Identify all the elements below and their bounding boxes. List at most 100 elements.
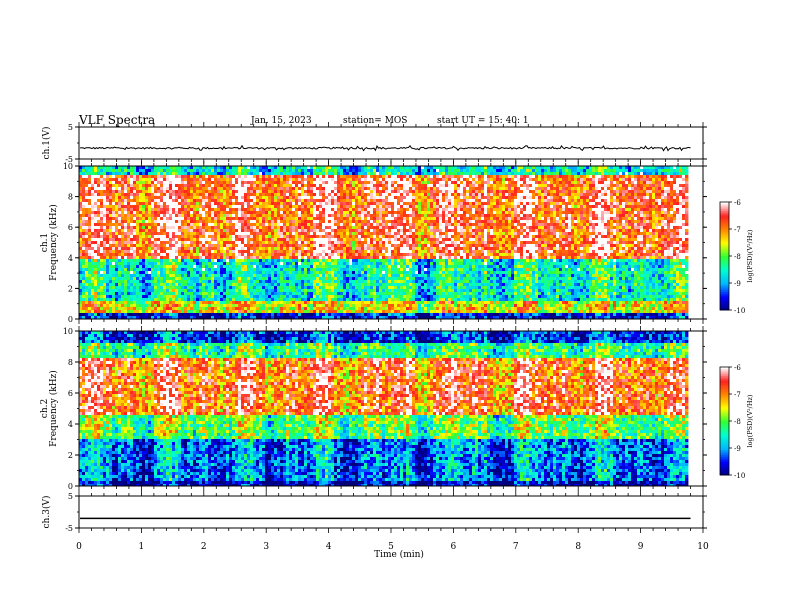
spectrogram-cell [169, 181, 172, 184]
spectrogram-cell [148, 214, 151, 217]
spectrogram-cell [88, 229, 91, 232]
spectrogram-cell [139, 226, 142, 229]
spectrogram-cell [94, 172, 97, 175]
spectrogram-cell [97, 274, 100, 277]
spectrogram-cell [82, 205, 85, 208]
spectrogram-cell [196, 259, 199, 262]
spectrogram-cell [139, 304, 142, 307]
spectrogram-cell [85, 313, 88, 316]
spectrogram-cell [190, 226, 193, 229]
spectrogram-cell [82, 193, 85, 196]
spectrogram-cell [160, 268, 163, 271]
spectrogram-cell [100, 217, 103, 220]
spectrogram-cell [127, 175, 130, 178]
spectrogram-cell [103, 199, 106, 202]
spectrogram-cell [190, 196, 193, 199]
spectrogram-cell [130, 235, 133, 238]
spectrogram-cell [175, 187, 178, 190]
spectrogram-cell [196, 292, 199, 295]
spectrogram-cell [100, 184, 103, 187]
spectrogram-cell [130, 202, 133, 205]
spectrogram-cell [115, 307, 118, 310]
spectrogram-cell [142, 205, 145, 208]
spectrogram-cell [178, 247, 181, 250]
spectrogram-cell [166, 181, 169, 184]
spectrogram-cell [109, 271, 112, 274]
spectrogram-cell [190, 184, 193, 187]
spectrogram-cell [97, 289, 100, 292]
spectrogram-cell [88, 247, 91, 250]
spectrogram-cell [91, 232, 94, 235]
spectrogram-cell [115, 241, 118, 244]
spectrogram-cell [172, 283, 175, 286]
spectrogram-cell [121, 181, 124, 184]
spectrogram-cell [88, 244, 91, 247]
spectrogram-cell [157, 184, 160, 187]
spectrogram-cell [139, 166, 142, 169]
spectrogram-cell [175, 226, 178, 229]
spectrogram-cell [97, 244, 100, 247]
spectrogram-cell [130, 229, 133, 232]
spectrogram-cell [193, 274, 196, 277]
spectrogram-cell [100, 253, 103, 256]
spectrogram-cell [154, 295, 157, 298]
spectrogram-cell [115, 205, 118, 208]
spectrogram-cell [85, 283, 88, 286]
spectrogram-cell [88, 274, 91, 277]
spectrogram-cell [160, 313, 163, 316]
spectrogram-cell [100, 181, 103, 184]
spectrogram-cell [124, 313, 127, 316]
spectrogram-cell [127, 181, 130, 184]
spectrogram-cell [175, 178, 178, 181]
spectrogram-cell [157, 175, 160, 178]
spectrogram-cell [193, 307, 196, 310]
spectrogram-cell [184, 259, 187, 262]
spectrogram-cell [106, 310, 109, 313]
spectrogram-cell [127, 238, 130, 241]
spectrogram-cell [142, 265, 145, 268]
spectrogram-cell [121, 283, 124, 286]
spectrogram-cell [148, 202, 151, 205]
spectrogram-cell [145, 271, 148, 274]
spectrogram-cell [127, 184, 130, 187]
spectrogram-cell [136, 271, 139, 274]
spectrogram-cell [148, 313, 151, 316]
spectrogram-cell [109, 301, 112, 304]
spectrogram-cell [124, 271, 127, 274]
spectrogram-cell [100, 214, 103, 217]
spectrogram-cell [100, 220, 103, 223]
spectrogram-cell [142, 274, 145, 277]
spectrogram-cell [142, 166, 145, 169]
spectrogram-cell [79, 298, 82, 301]
spectrogram-cell [157, 178, 160, 181]
spectrogram-cell [196, 265, 199, 268]
spectrogram-cell [154, 235, 157, 238]
spectrogram-cell [163, 202, 166, 205]
spectrogram-cell [160, 226, 163, 229]
spectrogram-cell [157, 292, 160, 295]
spectrogram-cell [121, 226, 124, 229]
spectrogram-cell [85, 178, 88, 181]
spectrogram-cell [130, 190, 133, 193]
spectrogram-cell [172, 250, 175, 253]
spectrogram-cell [193, 220, 196, 223]
spectrogram-cell [175, 292, 178, 295]
spectrogram-cell [151, 295, 154, 298]
spectrogram-cell [181, 253, 184, 256]
spectrogram-cell [142, 178, 145, 181]
spectrogram-cell [112, 250, 115, 253]
spectrogram-cell [136, 208, 139, 211]
spectrogram-cell [130, 262, 133, 265]
spectrogram-cell [133, 292, 136, 295]
spectrogram-cell [94, 193, 97, 196]
spectrogram-cell [130, 268, 133, 271]
spectrogram-cell [106, 286, 109, 289]
spectrogram-cell [133, 181, 136, 184]
spectrogram-cell [175, 196, 178, 199]
spectrogram-cell [199, 175, 202, 178]
spectrogram-cell [178, 226, 181, 229]
spectrogram-cell [91, 259, 94, 262]
spectrogram-cell [196, 268, 199, 271]
spectrogram-cell [169, 250, 172, 253]
spectrogram-cell [193, 283, 196, 286]
